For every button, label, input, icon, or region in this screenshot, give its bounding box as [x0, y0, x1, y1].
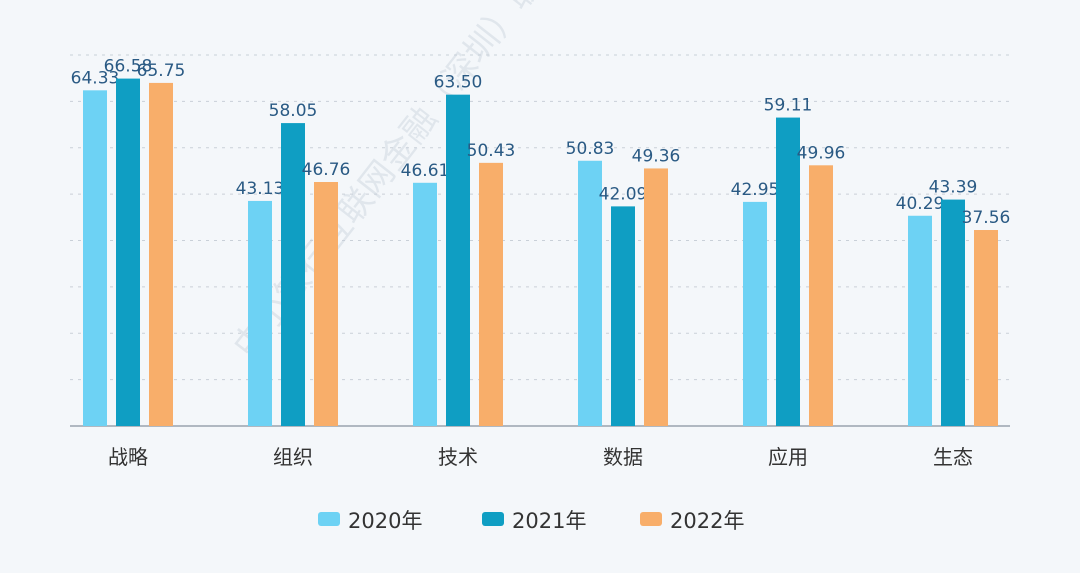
category-label: 应用	[768, 445, 808, 469]
data-label: 65.75	[137, 61, 186, 81]
data-label: 37.56	[962, 208, 1011, 228]
bar-2022年-数据	[644, 168, 668, 426]
bar-2021年-数据	[611, 206, 635, 426]
data-label: 49.36	[632, 146, 681, 166]
legend-swatch	[640, 512, 662, 526]
legend-swatch	[482, 512, 504, 526]
legend-label: 2022年	[670, 509, 744, 533]
bar-2021年-生态	[941, 199, 965, 426]
bar-2022年-应用	[809, 165, 833, 426]
data-label: 42.95	[731, 180, 780, 200]
data-label: 50.43	[467, 141, 516, 161]
data-label: 40.29	[896, 194, 945, 214]
bar-2020年-组织	[248, 200, 272, 426]
legend-label: 2021年	[512, 509, 586, 533]
data-label: 50.83	[566, 139, 615, 159]
bar-2022年-技术	[479, 162, 503, 426]
data-label: 59.11	[764, 96, 813, 116]
category-label: 组织	[273, 445, 313, 469]
category-label: 数据	[603, 445, 643, 469]
data-label: 58.05	[269, 101, 318, 121]
bar-2021年-战略	[116, 78, 140, 426]
bar-2022年-生态	[974, 230, 998, 426]
category-label: 生态	[933, 445, 973, 469]
bar-2021年-应用	[776, 117, 800, 427]
bar-2020年-应用	[743, 201, 767, 426]
data-label: 46.76	[302, 160, 351, 180]
bar-2022年-战略	[149, 82, 173, 426]
bar-2022年-组织	[314, 182, 338, 426]
data-label: 64.33	[71, 68, 120, 88]
data-label: 46.61	[401, 161, 450, 181]
bar-2020年-战略	[83, 90, 107, 427]
category-label: 战略	[108, 445, 148, 469]
bar-2021年-技术	[446, 94, 470, 426]
legend-label: 2020年	[348, 509, 422, 533]
data-label: 63.50	[434, 73, 483, 93]
data-label: 43.39	[929, 178, 978, 198]
category-label: 技术	[438, 445, 478, 469]
data-label: 49.96	[797, 143, 846, 163]
bar-2020年-生态	[908, 215, 932, 426]
bar-2021年-组织	[281, 123, 305, 426]
bar-2020年-技术	[413, 182, 437, 426]
data-label: 42.09	[599, 184, 648, 204]
data-label: 43.13	[236, 179, 285, 199]
legend-swatch	[318, 512, 340, 526]
data-label: 66.58	[104, 57, 153, 77]
bar-2020年-数据	[578, 160, 602, 426]
